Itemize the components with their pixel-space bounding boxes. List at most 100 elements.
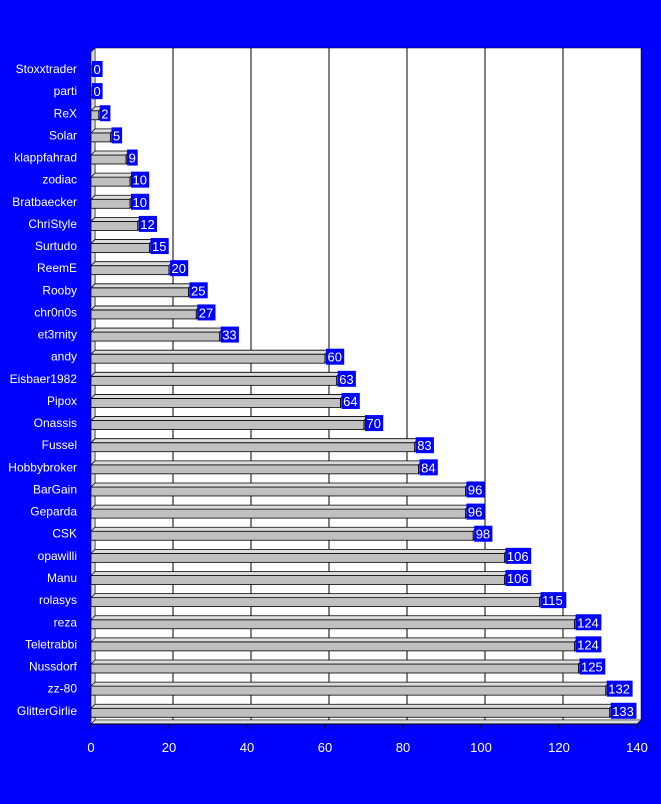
bar-top — [90, 416, 369, 421]
value-text: 10 — [133, 195, 147, 210]
category-label: Fussel — [42, 438, 77, 452]
category-label: Solar — [49, 128, 77, 142]
bar-top — [90, 504, 471, 510]
bar-top — [90, 571, 510, 576]
category-label: Stoxxtrader — [16, 62, 77, 76]
value-text: 132 — [608, 682, 630, 697]
value-text: 124 — [577, 637, 599, 652]
value-text: 10 — [133, 173, 147, 188]
value-label-Manu: 106 — [505, 569, 532, 586]
value-label-klappfahrad: 9 — [127, 149, 138, 166]
category-label: Hobbybroker — [8, 460, 77, 474]
value-box — [197, 304, 216, 321]
category-label: BarGain — [33, 482, 77, 496]
value-text: 124 — [577, 615, 599, 630]
category-label: ChriStyle — [28, 217, 77, 231]
value-box — [170, 260, 189, 277]
bar-BarGain — [90, 482, 471, 497]
x-tick-label: 40 — [240, 740, 254, 755]
category-label: Geparda — [30, 505, 77, 519]
value-text: 133 — [612, 704, 634, 719]
x-tick-label: 20 — [162, 740, 176, 755]
value-box — [474, 525, 493, 542]
bar-face — [90, 398, 342, 408]
value-box — [92, 61, 103, 77]
bar-top — [90, 239, 155, 244]
value-text: 15 — [152, 239, 166, 254]
value-box — [341, 392, 360, 409]
bar-top — [90, 593, 545, 599]
bar-face — [90, 530, 474, 541]
value-label-chr0n0s: 27 — [197, 304, 216, 321]
bar-Eisbaer1982 — [90, 371, 342, 387]
bar-Fussel — [90, 437, 420, 453]
bar-top — [90, 637, 580, 643]
bar-face — [90, 663, 579, 674]
bar-face — [90, 265, 170, 276]
value-label-GlitterGirlie: 133 — [610, 702, 637, 719]
value-text: 98 — [476, 527, 490, 542]
value-label-zodiac: 10 — [131, 171, 150, 188]
bar-face — [90, 353, 326, 364]
category-label: Onassis — [34, 416, 77, 430]
bar-top — [90, 327, 225, 333]
value-box — [505, 569, 532, 586]
value-label-Teletrabbi: 124 — [575, 636, 602, 653]
value-box — [466, 481, 485, 498]
bar-face — [90, 198, 131, 209]
category-label: zodiac — [42, 173, 77, 187]
value-text: 64 — [343, 394, 357, 409]
bar-face — [90, 707, 611, 718]
value-box — [419, 459, 438, 476]
value-label-Fussel: 83 — [415, 437, 434, 454]
bar-top — [90, 261, 174, 267]
bar-chr0n0s — [90, 304, 202, 320]
bar-face — [90, 442, 416, 453]
bar-zodiac — [90, 172, 135, 188]
x-tick-label: 100 — [470, 740, 492, 755]
floor-plane — [90, 719, 642, 725]
value-text: 27 — [199, 305, 213, 320]
value-box — [131, 171, 150, 188]
value-box — [466, 503, 485, 520]
bar-reza — [90, 614, 580, 630]
bar-top — [90, 659, 584, 665]
category-label: parti — [54, 84, 77, 98]
value-box — [92, 83, 103, 100]
value-box — [189, 282, 208, 299]
value-box — [220, 326, 239, 343]
bar-GlitterGirlie — [90, 703, 615, 719]
bar-Rooby — [90, 282, 194, 298]
value-label-Rooby: 25 — [189, 282, 208, 299]
x-tick-label: 120 — [548, 740, 570, 755]
value-label-opawilli: 106 — [505, 547, 532, 564]
value-label-rolasys: 115 — [540, 592, 567, 609]
category-labels: Stoxxtrader parti ReX Solar klappfahrad zodia… — [8, 62, 77, 718]
bar-face — [90, 619, 576, 630]
value-text: 5 — [113, 128, 120, 143]
value-label-Pipox: 64 — [341, 392, 360, 409]
bar-top — [90, 438, 420, 444]
bar-top — [90, 150, 132, 156]
bar-top — [90, 217, 143, 222]
value-label-Hobbybroker: 84 — [419, 459, 438, 476]
bar-face — [90, 287, 189, 298]
bar-face — [90, 221, 139, 231]
value-label-Onassis: 70 — [365, 415, 384, 432]
value-text: 20 — [172, 261, 186, 276]
bar-top — [90, 349, 330, 355]
value-text: 106 — [507, 549, 529, 564]
bar-top — [90, 526, 479, 532]
category-label: GlitterGirlie — [17, 704, 77, 718]
bar-face — [90, 154, 127, 165]
bar-face — [90, 375, 338, 386]
bar-top — [90, 615, 580, 621]
bar-Geparda — [90, 504, 471, 520]
value-text: 63 — [339, 372, 353, 387]
bar-face — [90, 464, 420, 475]
bar-Surtudo — [90, 238, 155, 254]
bar-top — [90, 460, 424, 466]
value-box — [365, 415, 384, 432]
bar-face — [90, 110, 100, 121]
category-label: Surtudo — [35, 239, 77, 253]
